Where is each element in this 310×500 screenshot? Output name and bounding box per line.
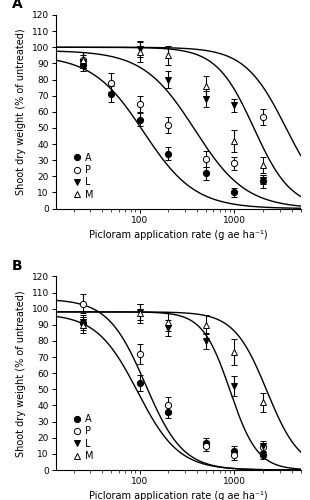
X-axis label: Picloram application rate (g ae ha⁻¹): Picloram application rate (g ae ha⁻¹) — [89, 492, 268, 500]
Text: B: B — [12, 258, 22, 272]
Y-axis label: Shoot dry weight (% of untreated): Shoot dry weight (% of untreated) — [16, 28, 26, 195]
X-axis label: Picloram application rate (g ae ha⁻¹): Picloram application rate (g ae ha⁻¹) — [89, 230, 268, 240]
Legend: A, P, L, M: A, P, L, M — [73, 414, 93, 462]
Y-axis label: Shoot dry weight (% of untreated): Shoot dry weight (% of untreated) — [16, 290, 26, 456]
Text: A: A — [12, 0, 22, 11]
Legend: A, P, L, M: A, P, L, M — [73, 152, 93, 200]
